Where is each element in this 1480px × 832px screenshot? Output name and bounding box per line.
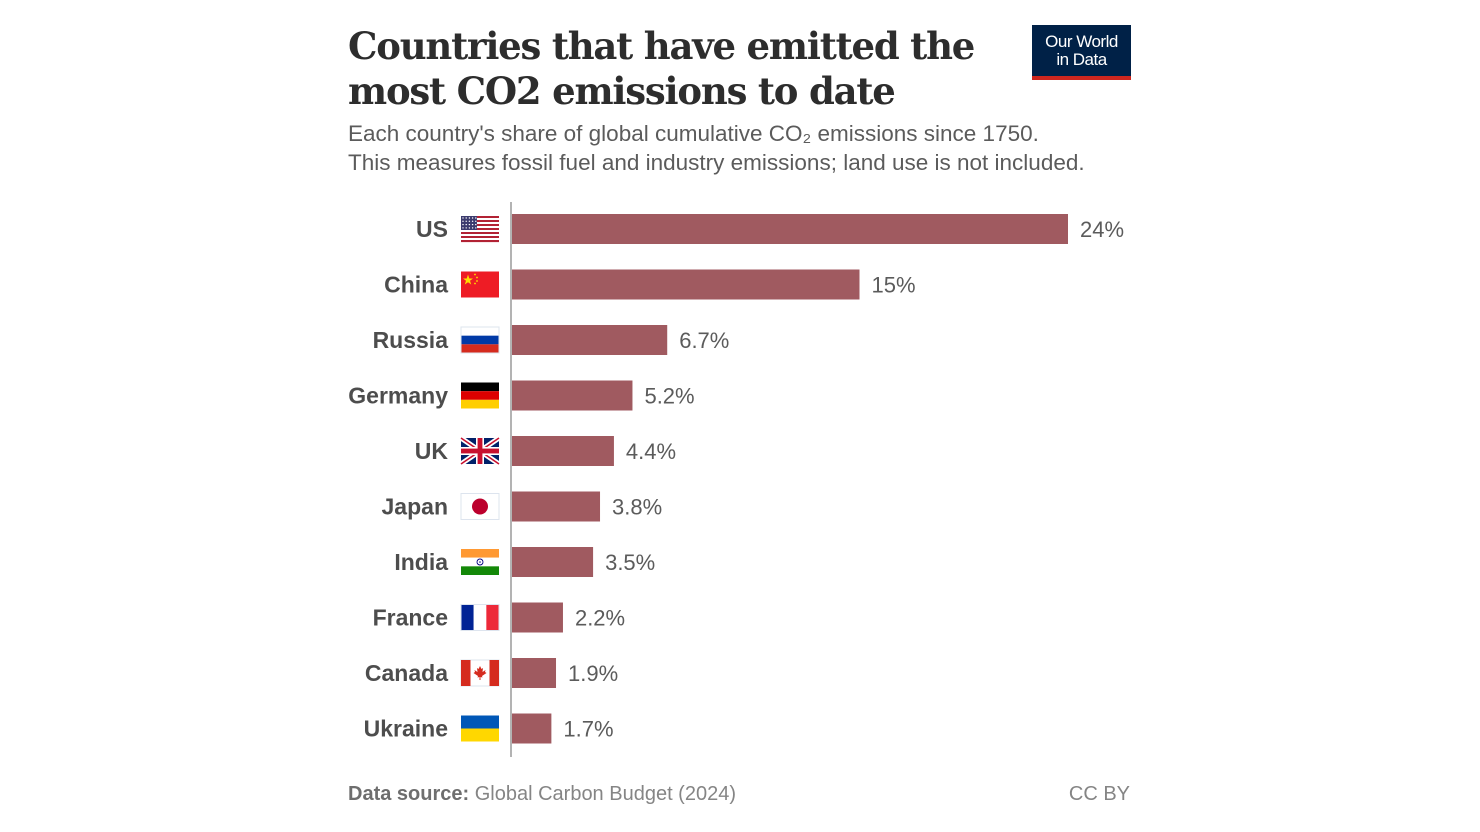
category-label: France	[373, 605, 448, 631]
license[interactable]: CC BY	[1068, 783, 1130, 805]
flag-china-icon	[461, 271, 499, 298]
category-label: India	[394, 549, 448, 575]
category-label: UK	[415, 438, 449, 464]
flag-uk-icon	[459, 435, 501, 467]
data-source-label: Data source:	[348, 783, 470, 805]
value-label: 3.8%	[612, 495, 662, 520]
bar-canada[interactable]	[512, 658, 557, 688]
bar-us[interactable]	[512, 214, 1068, 244]
bar-japan[interactable]	[512, 491, 601, 522]
value-label: 1.7%	[563, 717, 613, 742]
category-label: Canada	[365, 660, 448, 686]
logo-line-2: in Data	[1056, 50, 1107, 69]
chart-title-line-1: Countries that have emitted the	[348, 24, 975, 68]
bar-ukraine[interactable]	[512, 713, 552, 744]
flag-russia-icon	[460, 326, 500, 354]
chart-subtitle-line-1: Each country's share of global cumulativ…	[348, 121, 1039, 146]
bar-france[interactable]	[512, 602, 563, 633]
category-label: US	[416, 216, 448, 242]
bar-germany[interactable]	[512, 380, 633, 411]
value-label: 6.7%	[679, 328, 729, 353]
value-label: 1.9%	[568, 661, 618, 686]
value-label: 3.5%	[605, 550, 655, 575]
value-label: 2.2%	[575, 606, 625, 631]
category-label: China	[384, 272, 448, 298]
category-label: Russia	[373, 327, 449, 353]
flag-india-icon	[461, 549, 499, 575]
bar-uk[interactable]	[512, 436, 614, 466]
chart-subtitle: Each country's share of global cumulativ…	[348, 119, 1148, 177]
owid-logo[interactable]: Our World in Data	[1032, 25, 1131, 80]
category-label: Ukraine	[364, 716, 448, 742]
data-source-value[interactable]: Global Carbon Budget (2024)	[474, 783, 736, 805]
flag-japan-icon	[460, 493, 500, 520]
bar-india[interactable]	[512, 547, 594, 577]
flag-us-icon	[461, 216, 499, 243]
flag-ukraine-icon	[461, 715, 499, 742]
value-label: 24%	[1080, 217, 1124, 242]
flag-canada-icon	[460, 659, 500, 687]
logo-accent-bar	[1032, 76, 1131, 80]
category-label: Japan	[382, 494, 448, 520]
chart-title: Countries that have emitted the most CO2…	[348, 24, 988, 114]
value-label: 4.4%	[626, 439, 676, 464]
bar-russia[interactable]	[512, 325, 668, 355]
data-source: Data source: Global Carbon Budget (2024)	[348, 783, 736, 806]
flag-germany-icon	[461, 382, 499, 409]
bar-china[interactable]	[512, 269, 860, 300]
value-label: 15%	[872, 273, 916, 298]
value-label: 5.2%	[644, 384, 694, 409]
chart-subtitle-line-2: This measures fossil fuel and industry e…	[348, 150, 1085, 175]
logo-line-1: Our World	[1045, 32, 1118, 51]
flag-france-icon	[460, 604, 500, 631]
chart-title-line-2: most CO2 emissions to date	[348, 69, 896, 113]
category-label: Germany	[348, 383, 448, 409]
